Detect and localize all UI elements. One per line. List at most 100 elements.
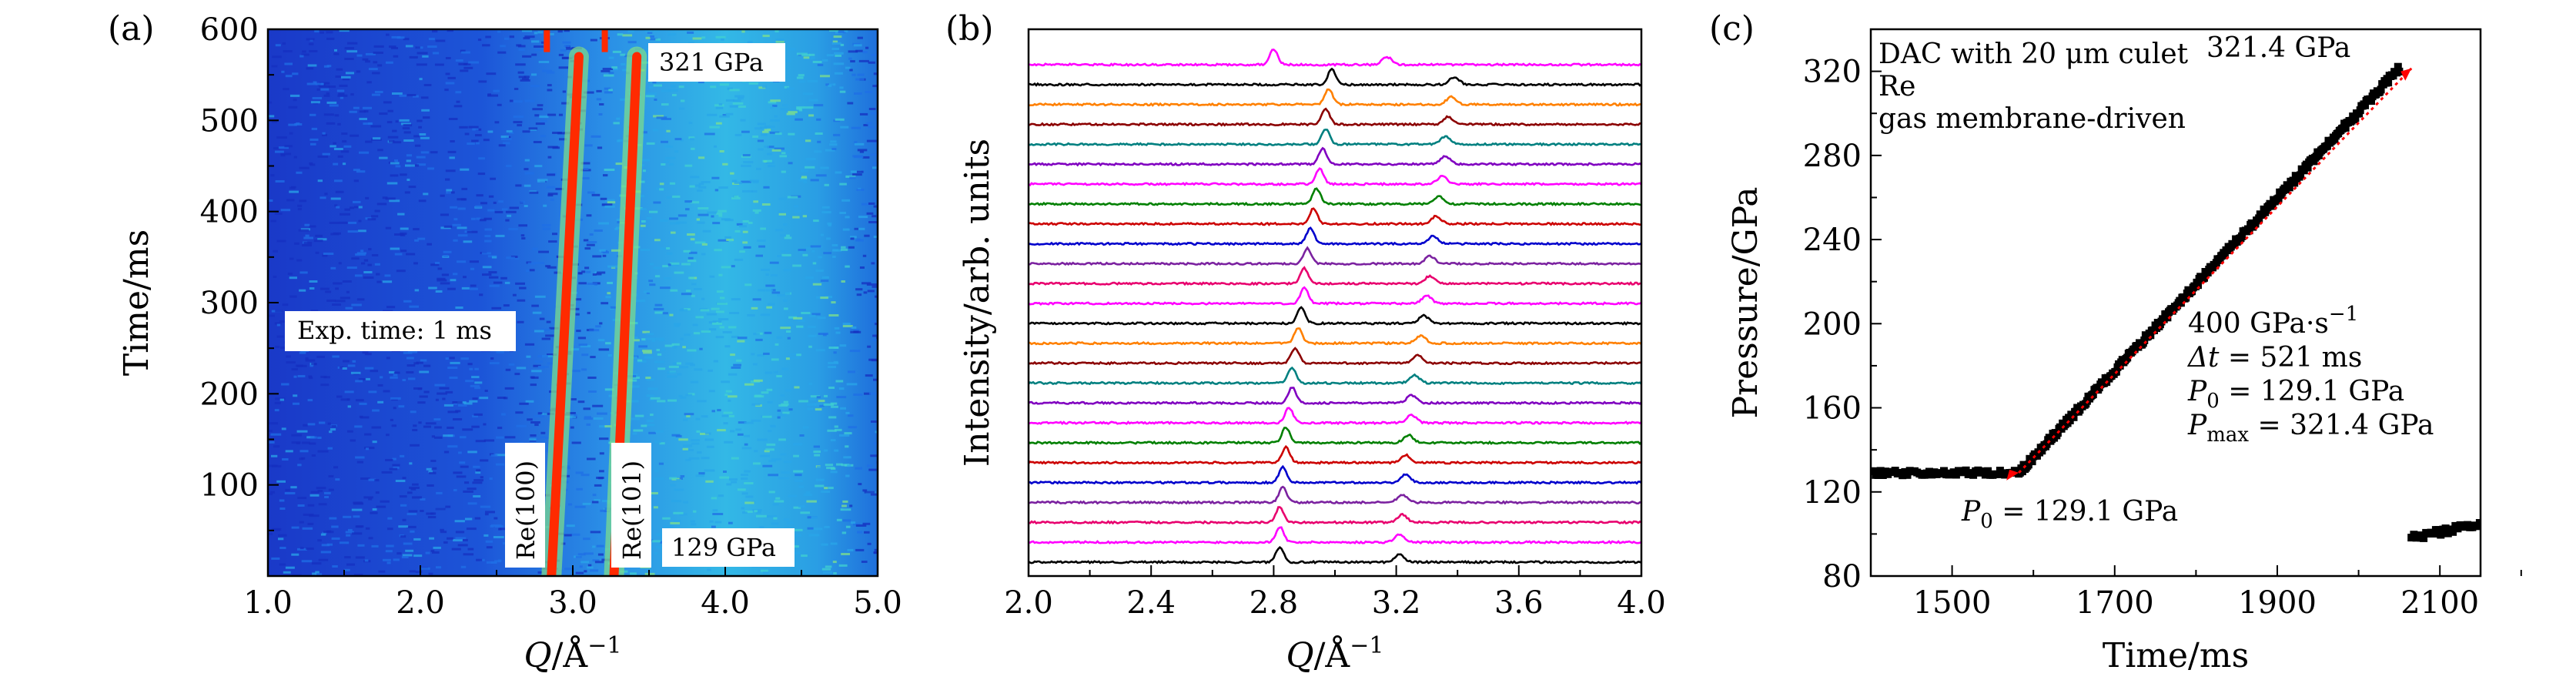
heatmap-noise-cell bbox=[762, 571, 769, 574]
heatmap-noise-cell bbox=[841, 246, 846, 249]
heatmap-noise-cell bbox=[440, 531, 447, 534]
heatmap-noise-cell bbox=[698, 186, 707, 189]
heatmap-noise-cell bbox=[400, 227, 409, 230]
heatmap-noise-cell bbox=[505, 210, 517, 213]
heatmap-noise-cell bbox=[335, 300, 346, 303]
spectrum-line-15 bbox=[1028, 246, 1642, 266]
heatmap-noise-cell bbox=[559, 138, 567, 141]
top-pressure-label: 321.4 GPa bbox=[2206, 32, 2350, 64]
heatmap-noise-cell bbox=[463, 240, 473, 243]
heatmap-noise-cell bbox=[824, 525, 830, 528]
heatmap-noise-cell bbox=[596, 273, 602, 276]
heatmap-noise-cell bbox=[796, 106, 805, 109]
heatmap-noise-cell bbox=[505, 219, 510, 222]
heatmap-noise-cell bbox=[634, 339, 640, 342]
heatmap-noise-cell bbox=[688, 122, 693, 125]
heatmap-noise-cell bbox=[629, 572, 637, 575]
pressure-point bbox=[2394, 62, 2402, 71]
spectrum-line-3 bbox=[1028, 485, 1642, 505]
heatmap-noise-cell bbox=[517, 71, 524, 74]
heatmap-noise-cell bbox=[706, 445, 714, 448]
heatmap-noise-cell bbox=[741, 164, 751, 167]
heatmap-noise-cell bbox=[871, 320, 878, 323]
heatmap-noise-cell bbox=[431, 435, 435, 438]
heatmap-noise-cell bbox=[347, 364, 356, 367]
heatmap-noise-cell bbox=[862, 489, 868, 492]
heatmap-noise-cell bbox=[439, 387, 450, 390]
heatmap-noise-cell bbox=[402, 518, 406, 521]
heatmap-noise-cell bbox=[741, 474, 748, 477]
heatmap-noise-cell bbox=[304, 223, 310, 226]
heatmap-noise-cell bbox=[363, 496, 373, 499]
heatmap-noise-cell bbox=[303, 236, 313, 239]
heatmap-noise-cell bbox=[821, 276, 829, 279]
heatmap-noise-cell bbox=[828, 487, 834, 490]
heatmap-noise-cell bbox=[653, 506, 658, 509]
heatmap-noise-cell bbox=[344, 390, 354, 394]
heatmap-noise-cell bbox=[524, 35, 535, 39]
heatmap-noise-cell bbox=[358, 206, 363, 209]
heatmap-noise-cell bbox=[605, 199, 615, 202]
heatmap-noise-cell bbox=[386, 561, 391, 564]
heatmap-noise-cell bbox=[278, 534, 287, 537]
heatmap-noise-cell bbox=[389, 467, 398, 471]
heatmap-noise-cell bbox=[667, 263, 671, 266]
heatmap-noise-cell bbox=[436, 491, 443, 494]
heatmap-noise-cell bbox=[338, 92, 345, 95]
heatmap-noise-cell bbox=[299, 450, 309, 453]
heatmap-noise-cell bbox=[711, 176, 720, 179]
spectrum-line-9 bbox=[1028, 366, 1642, 386]
heatmap-noise-cell bbox=[490, 524, 502, 527]
heatmap-noise-cell bbox=[395, 120, 399, 123]
heatmap-noise-cell bbox=[854, 141, 858, 144]
heatmap-noise-cell bbox=[584, 552, 594, 555]
heatmap-noise-cell bbox=[849, 236, 857, 239]
heatmap-noise-cell bbox=[842, 323, 851, 325]
heatmap-noise-cell bbox=[493, 536, 504, 538]
heatmap-noise-cell bbox=[795, 118, 803, 121]
heatmap-noise-cell bbox=[396, 552, 402, 555]
heatmap-noise-cell bbox=[701, 253, 706, 256]
heatmap-noise-cell bbox=[842, 519, 851, 522]
heatmap-noise-cell bbox=[819, 404, 825, 407]
heatmap-noise-cell bbox=[326, 37, 335, 40]
heatmap-noise-cell bbox=[868, 61, 875, 64]
heatmap-noise-cell bbox=[796, 76, 804, 79]
heatmap-noise-cell bbox=[417, 237, 426, 240]
heatmap-noise-cell bbox=[394, 253, 403, 256]
heatmap-noise-cell bbox=[509, 35, 514, 39]
heatmap-noise-cell bbox=[455, 531, 465, 534]
heatmap-noise-cell bbox=[682, 346, 686, 349]
heatmap-noise-cell bbox=[306, 82, 317, 85]
heatmap-noise-cell bbox=[333, 162, 339, 166]
heatmap-noise-cell bbox=[491, 306, 502, 310]
heatmap-noise-cell bbox=[808, 345, 812, 348]
heatmap-noise-cell bbox=[783, 223, 788, 226]
heatmap-noise-cell bbox=[275, 150, 284, 153]
heatmap-noise-cell bbox=[767, 146, 774, 149]
heatmap-noise-cell bbox=[372, 72, 380, 75]
heatmap-noise-cell bbox=[339, 221, 348, 224]
spectra-x-label: Q/Å−1 bbox=[1286, 632, 1384, 675]
heatmap-noise-cell bbox=[833, 35, 842, 39]
heatmap-noise-cell bbox=[506, 256, 515, 260]
heatmap-noise-cell bbox=[420, 359, 427, 362]
heatmap-noise-cell bbox=[469, 400, 478, 403]
heatmap-noise-cell bbox=[453, 418, 463, 420]
heatmap-noise-cell bbox=[734, 229, 741, 233]
heatmap-noise-cell bbox=[785, 292, 791, 295]
heatmap-noise-cell bbox=[792, 551, 801, 554]
heatmap-noise-cell bbox=[762, 130, 769, 133]
heatmap-noise-cell bbox=[566, 412, 576, 414]
heatmap-noise-cell bbox=[742, 220, 749, 223]
heatmap-noise-cell bbox=[274, 322, 282, 325]
pressure-point bbox=[2297, 171, 2305, 179]
heatmap-noise-cell bbox=[762, 35, 770, 38]
heatmap-noise-cell bbox=[489, 362, 500, 365]
heatmap-noise-cell bbox=[391, 141, 402, 144]
heatmap-noise-cell bbox=[850, 330, 861, 333]
heatmap-noise-cell bbox=[718, 103, 723, 106]
heatmap-noise-cell bbox=[365, 60, 370, 63]
heatmap-noise-cell bbox=[557, 30, 563, 33]
heatmap-noise-cell bbox=[728, 373, 738, 376]
